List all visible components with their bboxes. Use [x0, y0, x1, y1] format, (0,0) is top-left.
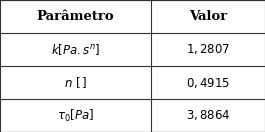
Text: $3, 8864$: $3, 8864$ [186, 109, 230, 122]
Text: $1, 2807$: $1, 2807$ [186, 43, 230, 56]
Text: $k[Pa.s^{n}]$: $k[Pa.s^{n}]$ [51, 42, 100, 57]
Text: $\tau_0[Pa]$: $\tau_0[Pa]$ [57, 107, 94, 124]
Text: Valor: Valor [189, 10, 227, 23]
Text: Parâmetro: Parâmetro [37, 10, 114, 23]
Text: $0, 4915$: $0, 4915$ [186, 76, 230, 89]
Text: $n\ [\,]$: $n\ [\,]$ [64, 75, 87, 90]
